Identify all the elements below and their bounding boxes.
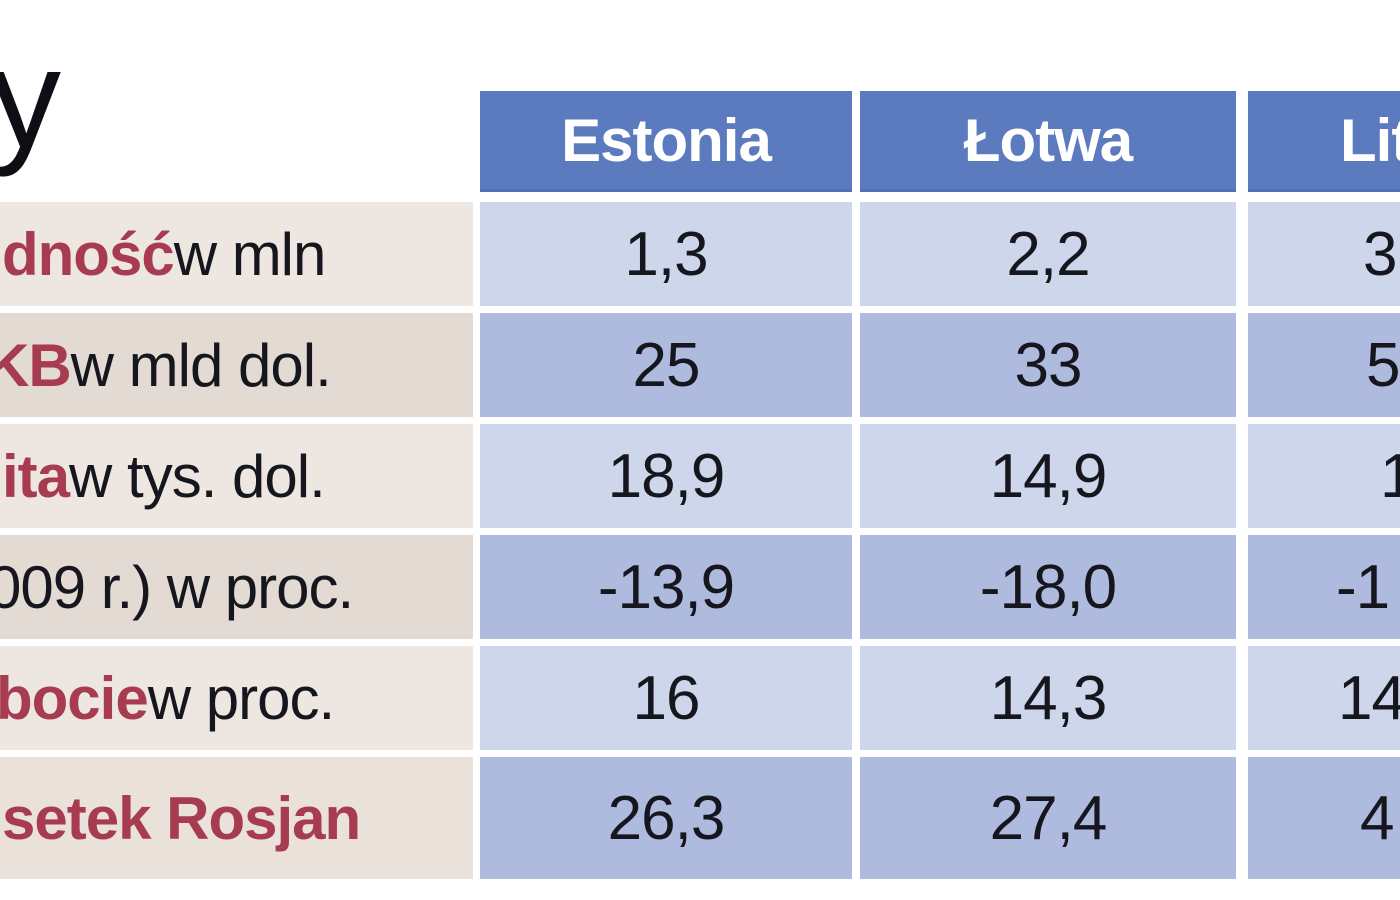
row-label-accent: bocie	[0, 664, 149, 732]
data-table: Estonia Łotwa Lit dność w mln 1,3 2,2 3 …	[0, 91, 1400, 879]
row-label-unemployment: bocie w proc.	[0, 646, 473, 750]
value-cell-clipped: 1	[1248, 424, 1400, 528]
table-row-population: dność w mln 1,3 2,2 3	[0, 202, 1400, 306]
value-cell: 18,9	[480, 424, 852, 528]
value-cell-clipped: 14	[1248, 646, 1400, 750]
row-label-accent: setek Rosjan	[2, 784, 361, 852]
table-header-row: Estonia Łotwa Lit	[0, 91, 1400, 192]
value-cell-clipped: 3	[1248, 202, 1400, 306]
row-label-gdp-per-capita: ita w tys. dol.	[0, 424, 473, 528]
value-cell: 14,9	[860, 424, 1236, 528]
row-label-russian-minority: setek Rosjan	[0, 757, 473, 879]
page-title-fragment: y	[0, 19, 61, 178]
table-row-gdp-per-capita: ita w tys. dol. 18,9 14,9 1	[0, 424, 1400, 528]
column-header-lotwa: Łotwa	[860, 91, 1236, 192]
value-cell: 1,3	[480, 202, 852, 306]
table-row-russian-minority: setek Rosjan 26,3 27,4 4	[0, 757, 1400, 879]
value-cell: -13,9	[480, 535, 852, 639]
row-label-accent: KB	[0, 331, 72, 399]
value-cell: 26,3	[480, 757, 852, 879]
row-label-population: dność w mln	[0, 202, 473, 306]
table-row-gdp: KB w mld dol. 25 33 5	[0, 313, 1400, 417]
value-cell: 25	[480, 313, 852, 417]
column-header-litwa: Lit	[1248, 91, 1400, 192]
row-label-text: w tys. dol.	[69, 442, 326, 510]
value-cell: 27,4	[860, 757, 1236, 879]
table-row-gdp-change-2009: 009 r.) w proc. -13,9 -18,0 -1	[0, 535, 1400, 639]
table-row-unemployment: bocie w proc. 16 14,3 14	[0, 646, 1400, 750]
row-label-accent: dność	[2, 220, 175, 288]
column-header-estonia: Estonia	[480, 91, 852, 192]
value-cell: 33	[860, 313, 1236, 417]
row-label-accent: ita	[2, 442, 70, 510]
row-label-gdp: KB w mld dol.	[0, 313, 473, 417]
row-label-text: 009 r.) w proc.	[0, 553, 354, 621]
row-label-gdp-change: 009 r.) w proc.	[0, 535, 473, 639]
row-label-text: w mld dol.	[70, 331, 332, 399]
value-cell: -18,0	[860, 535, 1236, 639]
header-spacer	[0, 91, 473, 192]
row-label-text: w proc.	[147, 664, 335, 732]
column-header-litwa-label: Lit	[1340, 106, 1400, 174]
row-label-text: w mln	[173, 220, 327, 288]
value-cell-clipped: -1	[1248, 535, 1400, 639]
value-cell-clipped: 4	[1248, 757, 1400, 879]
value-cell-clipped: 5	[1248, 313, 1400, 417]
value-cell: 14,3	[860, 646, 1236, 750]
value-cell: 16	[480, 646, 852, 750]
value-cell: 2,2	[860, 202, 1236, 306]
